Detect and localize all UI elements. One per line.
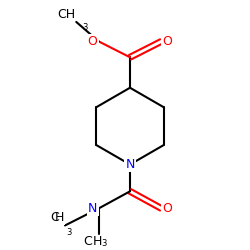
Text: H: H — [93, 235, 102, 248]
Text: 3: 3 — [102, 239, 107, 248]
Text: CH: CH — [57, 8, 75, 21]
Text: N: N — [88, 202, 98, 215]
Text: O: O — [88, 35, 98, 48]
Text: 3: 3 — [82, 23, 88, 32]
Text: C: C — [50, 211, 59, 224]
Text: C: C — [84, 235, 92, 248]
Text: H: H — [55, 211, 64, 224]
Text: O: O — [162, 35, 172, 48]
Text: 3: 3 — [66, 228, 72, 237]
Text: O: O — [162, 202, 172, 215]
Text: N: N — [125, 158, 135, 171]
